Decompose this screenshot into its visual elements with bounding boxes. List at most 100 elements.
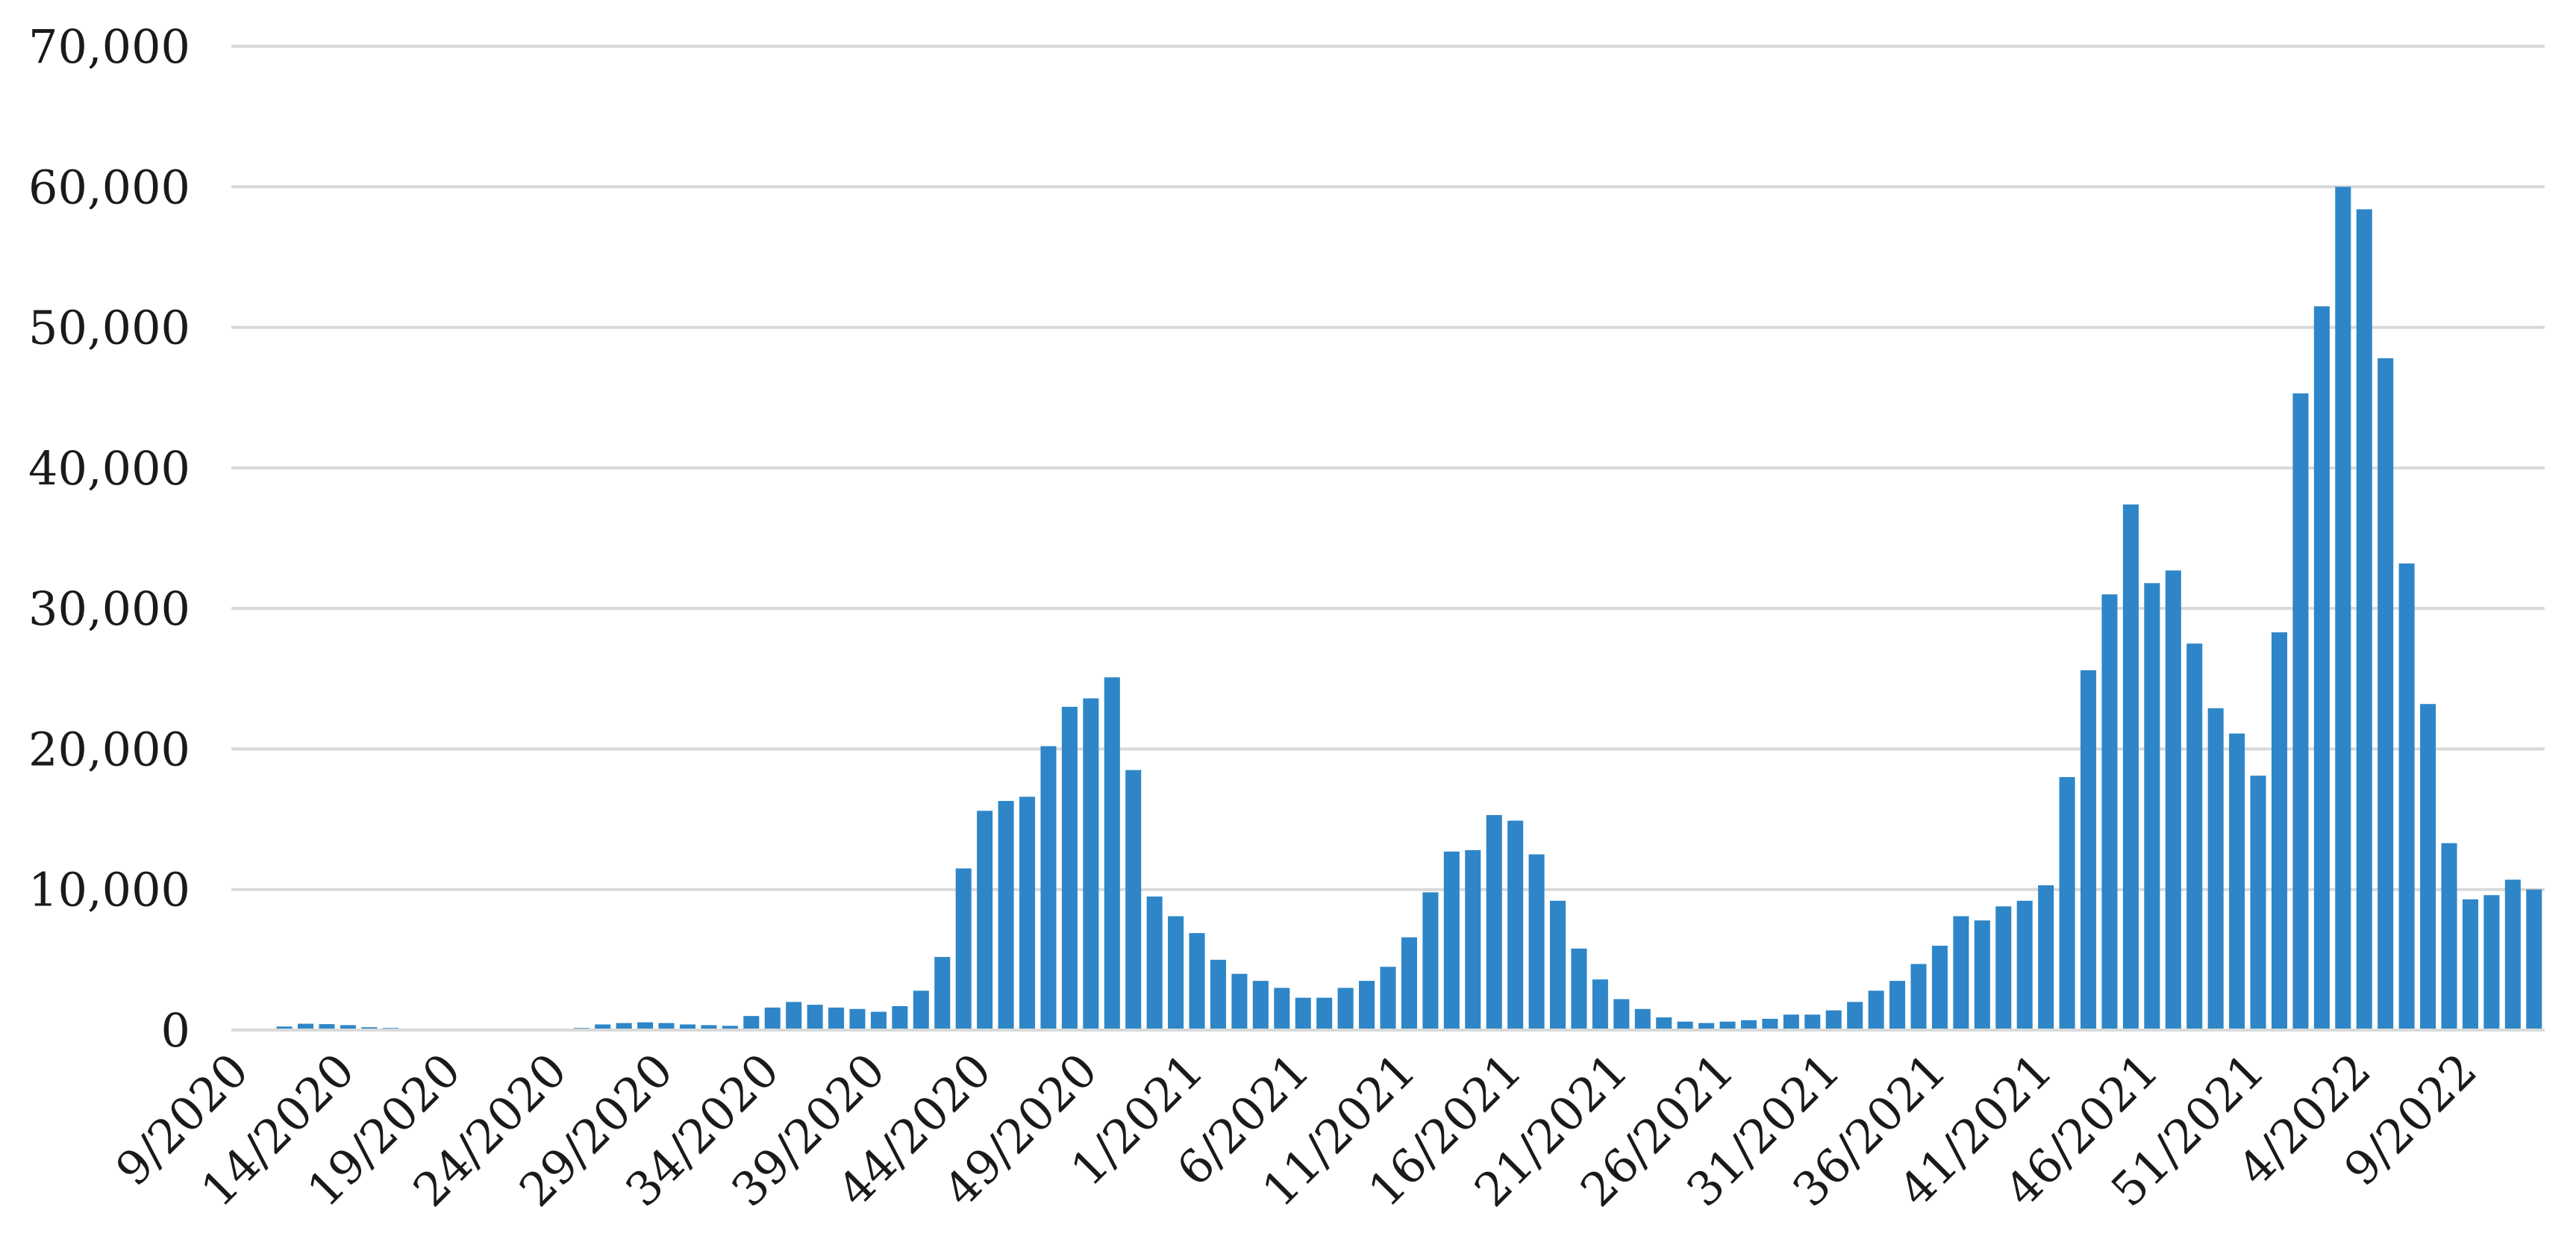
x-axis-ticks: 9/202014/202019/202024/202029/202034/202… <box>105 1043 2487 1217</box>
bar <box>1337 988 1354 1030</box>
bar <box>1210 959 1226 1030</box>
bar <box>1953 916 1969 1030</box>
bar <box>1486 814 1502 1030</box>
bar <box>1274 988 1290 1030</box>
bar <box>1931 946 1948 1030</box>
bar <box>1507 820 1524 1030</box>
bar <box>1762 1018 1778 1030</box>
bar <box>2144 583 2160 1030</box>
bar <box>2101 594 2118 1030</box>
bar <box>1019 796 1036 1030</box>
bar <box>1889 981 1906 1030</box>
bar <box>340 1025 356 1030</box>
bar <box>2038 885 2054 1030</box>
bar <box>1528 854 1545 1030</box>
bar <box>2059 777 2075 1030</box>
bar <box>2081 670 2097 1030</box>
bar <box>1825 1010 1842 1030</box>
bar <box>616 1023 632 1030</box>
bar <box>1550 900 1566 1030</box>
bar <box>679 1024 695 1030</box>
bar <box>1698 1023 1715 1030</box>
bar <box>1910 964 1927 1030</box>
bar <box>764 1007 781 1030</box>
bar <box>2292 393 2309 1030</box>
bar <box>743 1016 760 1030</box>
bar <box>1995 906 2012 1030</box>
y-tick-label: 70,000 <box>28 19 190 74</box>
bar <box>2356 209 2372 1030</box>
bar <box>1061 706 1078 1030</box>
bar <box>1146 896 1163 1030</box>
y-tick-label: 50,000 <box>28 301 190 355</box>
bar <box>1295 997 1311 1030</box>
y-tick-label: 10,000 <box>28 863 190 917</box>
bar <box>2165 570 2181 1030</box>
bar <box>913 990 929 1030</box>
bar <box>934 957 951 1030</box>
bar <box>2420 704 2436 1030</box>
bar <box>1740 1020 1757 1030</box>
bar <box>658 1023 675 1030</box>
bar <box>595 1024 611 1030</box>
bar <box>2313 306 2330 1031</box>
bar <box>786 1002 802 1030</box>
bar <box>2483 895 2500 1030</box>
bar <box>1359 981 1375 1030</box>
bar <box>1189 933 1205 1030</box>
bar <box>1974 920 1990 1030</box>
bar <box>2271 632 2288 1030</box>
bar <box>2122 504 2139 1030</box>
bar <box>2462 899 2478 1030</box>
bar <box>2398 563 2415 1030</box>
bar <box>1316 997 1333 1030</box>
bar <box>1719 1021 1736 1030</box>
bar <box>2016 900 2033 1030</box>
bar <box>298 1023 314 1030</box>
bar <box>1252 981 1269 1030</box>
bar <box>1868 990 1884 1030</box>
bar <box>2229 733 2245 1030</box>
bar <box>892 1005 908 1030</box>
bar <box>701 1025 717 1030</box>
bar <box>1168 916 1184 1030</box>
bar <box>1634 1008 1651 1030</box>
y-tick-label: 0 <box>161 1003 190 1058</box>
bars <box>234 187 2542 1031</box>
bar <box>1783 1014 1799 1030</box>
bar <box>870 1011 887 1030</box>
bar <box>722 1026 738 1030</box>
bar <box>849 1008 866 1030</box>
bar <box>1083 698 1099 1030</box>
bar <box>2526 889 2542 1030</box>
bar <box>1465 849 1481 1030</box>
bar <box>2186 643 2203 1030</box>
bar <box>1401 937 1417 1030</box>
bar <box>1231 973 1248 1030</box>
bar <box>977 811 993 1030</box>
bar <box>1125 770 1142 1030</box>
bar <box>1804 1014 1821 1030</box>
y-tick-label: 20,000 <box>28 722 190 776</box>
y-tick-label: 30,000 <box>28 581 190 636</box>
bar <box>2504 879 2521 1030</box>
bar <box>828 1007 845 1030</box>
bar <box>1380 967 1396 1030</box>
bar <box>1571 948 1587 1030</box>
bar <box>1040 746 1057 1030</box>
bar <box>1677 1021 1693 1030</box>
bar <box>276 1026 293 1030</box>
bar <box>637 1022 654 1030</box>
bar <box>807 1005 823 1030</box>
y-tick-label: 40,000 <box>28 441 190 496</box>
y-tick-label: 60,000 <box>28 160 190 214</box>
y-axis-ticks: 0 10,000 20,000 30,000 40,000 50,000 60,000 70,… <box>28 19 190 1058</box>
gridlines <box>231 45 2545 891</box>
bar <box>1592 979 1608 1030</box>
bar <box>1613 999 1630 1030</box>
bar <box>1104 677 1120 1030</box>
bar <box>1443 851 1460 1030</box>
bar <box>955 868 972 1030</box>
